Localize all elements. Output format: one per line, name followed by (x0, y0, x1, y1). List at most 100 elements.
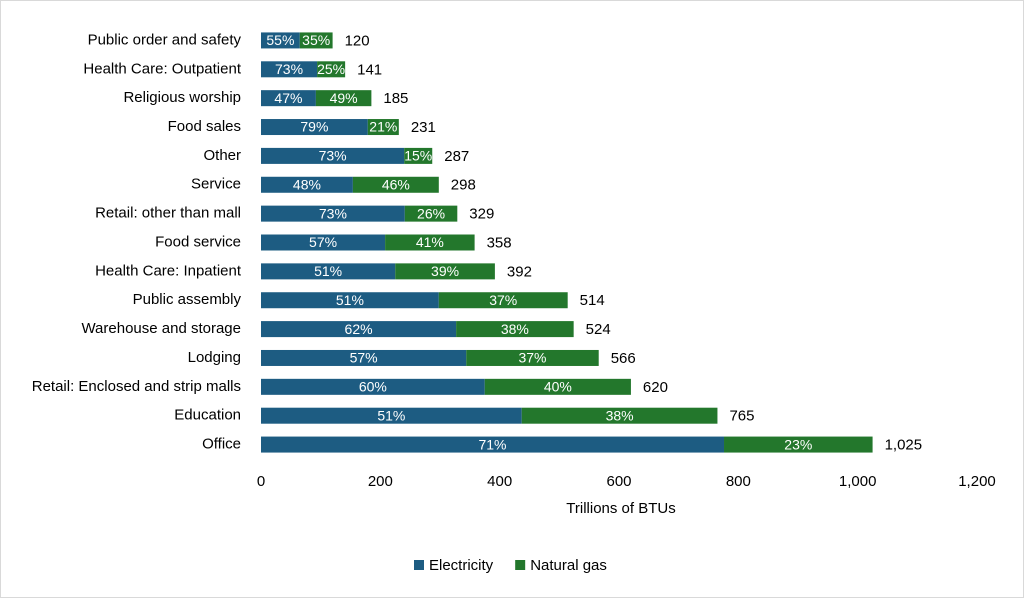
bar-segment (261, 176, 353, 193)
segment-label: 40% (544, 379, 572, 395)
x-tick-label: 800 (726, 473, 751, 490)
bar-segment (261, 32, 300, 49)
segment-label: 71% (478, 436, 506, 452)
bar-segment (466, 349, 599, 366)
segment-label: 51% (377, 407, 405, 423)
bar-segment (261, 61, 318, 78)
total-label: 185 (383, 90, 408, 107)
bar-segment (404, 147, 433, 164)
y-tick-label: Warehouse and storage (81, 320, 241, 337)
legend-swatch (414, 560, 424, 570)
bar-segment (261, 90, 316, 107)
bar-segment (261, 378, 485, 395)
bar-segment (315, 90, 372, 107)
bar-segment (261, 205, 405, 222)
x-tick-label: 1,200 (958, 473, 996, 490)
y-tick-label: Service (191, 176, 241, 193)
segment-label: 15% (404, 148, 432, 164)
segment-label: 73% (319, 148, 347, 164)
x-axis-title: Trillions of BTUs (566, 500, 675, 517)
segment-label: 25% (317, 61, 345, 77)
x-tick-label: 600 (606, 473, 631, 490)
total-label: 231 (411, 119, 436, 136)
segment-label: 41% (416, 234, 444, 250)
total-label: 514 (580, 292, 605, 309)
bar-segment (404, 205, 458, 222)
bar-segment (261, 292, 439, 309)
bar-segment (261, 349, 467, 366)
segment-label: 51% (336, 292, 364, 308)
segment-label: 46% (382, 176, 410, 192)
total-label: 358 (487, 234, 512, 251)
bar-segment (261, 407, 522, 424)
legend-label: Electricity (429, 557, 494, 574)
bar-segment (352, 176, 439, 193)
y-tick-label: Food service (155, 233, 241, 250)
total-label: 1,025 (885, 437, 923, 454)
segment-label: 26% (417, 205, 445, 221)
bar-segment (261, 147, 405, 164)
bar-segment (367, 119, 399, 136)
segment-label: 37% (489, 292, 517, 308)
total-label: 524 (586, 321, 611, 338)
y-tick-label: Religious worship (123, 89, 241, 106)
y-tick-label: Health Care: Inpatient (95, 262, 242, 279)
total-label: 566 (611, 350, 636, 367)
bar-segment (261, 263, 396, 280)
segment-label: 51% (314, 263, 342, 279)
segment-label: 60% (359, 379, 387, 395)
segment-label: 38% (606, 407, 634, 423)
total-label: 765 (729, 408, 754, 425)
segment-label: 73% (319, 205, 347, 221)
bar-segment (261, 436, 725, 453)
x-tick-label: 400 (487, 473, 512, 490)
y-tick-label: Lodging (188, 349, 241, 366)
bar-segment (261, 321, 457, 338)
bar-segment (724, 436, 873, 453)
x-tick-label: 0 (257, 473, 265, 490)
total-label: 392 (507, 263, 532, 280)
y-tick-label: Retail: Enclosed and strip malls (32, 378, 241, 395)
y-tick-label: Other (203, 147, 241, 164)
total-label: 620 (643, 379, 668, 396)
y-tick-label: Food sales (168, 118, 241, 135)
bar-segment (438, 292, 568, 309)
y-tick-label: Public assembly (133, 291, 242, 308)
bar-segment (456, 321, 574, 338)
bar-segment (484, 378, 631, 395)
bar-segment (317, 61, 346, 78)
bar-segment (521, 407, 718, 424)
segment-label: 57% (350, 350, 378, 366)
segment-label: 57% (309, 234, 337, 250)
y-tick-label: Public order and safety (88, 31, 242, 48)
segment-label: 47% (274, 90, 302, 106)
segment-label: 55% (266, 32, 294, 48)
legend-swatch (515, 560, 526, 570)
bar-segment (261, 234, 386, 251)
total-label: 329 (469, 206, 494, 223)
segment-label: 39% (431, 263, 459, 279)
segment-label: 48% (293, 176, 321, 192)
bar-segment (299, 32, 333, 49)
total-label: 141 (357, 61, 382, 78)
total-label: 287 (444, 148, 469, 165)
y-tick-label: Office (202, 436, 241, 453)
segment-label: 38% (501, 321, 529, 337)
bar-segment (385, 234, 475, 251)
x-tick-label: 1,000 (839, 473, 877, 490)
total-label: 120 (345, 32, 370, 49)
segment-label: 79% (300, 119, 328, 135)
legend-label: Natural gas (530, 557, 607, 574)
bar-segment (261, 119, 368, 136)
segment-label: 21% (369, 119, 397, 135)
segment-label: 49% (330, 90, 358, 106)
segment-label: 23% (784, 436, 812, 452)
segment-label: 62% (345, 321, 373, 337)
total-label: 298 (451, 177, 476, 194)
segment-label: 37% (518, 350, 546, 366)
y-tick-label: Education (174, 407, 241, 424)
y-tick-label: Health Care: Outpatient (83, 60, 241, 77)
x-tick-label: 200 (368, 473, 393, 490)
y-tick-label: Retail: other than mall (95, 205, 241, 222)
